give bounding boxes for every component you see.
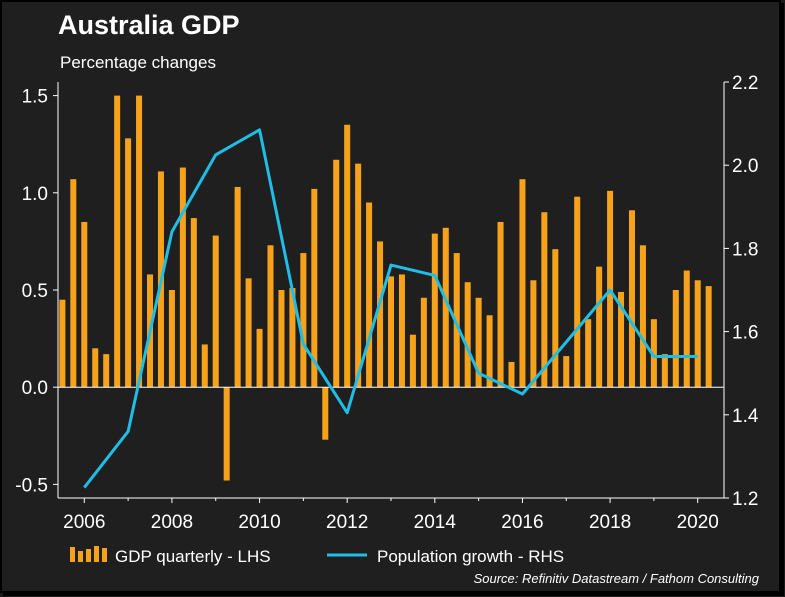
x-tick-label: 2016 [501,512,543,533]
legend-bar-glyph [102,548,107,562]
gdp-bar [530,280,537,388]
chart-subtitle: Percentage changes [60,53,216,72]
gdp-bar [409,334,416,388]
gdp-bar [81,221,88,388]
gdp-bar [618,291,625,388]
source-note: Source: Refinitiv Datastream / Fathom Co… [473,571,759,586]
gdp-bar [344,124,351,388]
left-axis-ticks: -0.5 0.0 0.5 1.0 1.5 [15,87,58,496]
x-tick-label: 2020 [677,512,719,533]
gdp-bar [508,361,515,388]
gdp-bar [661,354,668,388]
gdp-bar [289,288,296,388]
gdp-bar [672,290,679,388]
gdp-bar [475,297,482,388]
gdp-bar [168,290,175,388]
gdp-bar [464,282,471,388]
gdp-bar [596,266,603,388]
gdp-bar [92,348,99,388]
legend-bar-glyph [94,546,99,562]
gdp-bar [201,344,208,388]
gdp-bar [267,245,274,388]
gdp-bar [245,278,252,388]
gdp-bar [300,253,307,388]
gdp-bar [256,328,263,388]
gdp-bar [311,188,318,388]
gdp-bar [179,167,186,388]
left-tick-label: 1.0 [22,184,48,205]
gdp-bar [278,290,285,388]
right-tick-label: 2.0 [732,156,758,177]
gdp-bar [650,319,657,388]
gdp-bar [70,179,77,388]
right-tick-label: 1.8 [732,239,758,260]
gdp-bar [212,235,219,388]
gdp-bar [639,245,646,388]
gdp-bar [552,249,559,388]
gdp-bar [103,354,110,388]
gdp-bar [190,218,197,388]
gdp-bar [683,270,690,388]
chart-title: Australia GDP [58,10,240,40]
gdp-bar [398,274,405,388]
gdp-bar [366,202,373,388]
legend-bar-glyph [70,547,75,562]
gdp-bar [125,138,132,388]
right-tick-label: 2.2 [732,73,758,94]
gdp-bar [431,233,438,388]
left-tick-label: 0.5 [22,281,48,302]
gdp-bar [497,221,504,388]
gdp-bar [694,280,701,388]
x-tick-label: 2018 [589,512,631,533]
left-tick-label: -0.5 [15,475,48,496]
legend-bar-glyph [86,549,91,562]
x-tick-label: 2008 [151,512,193,533]
right-tick-label: 1.2 [732,489,758,510]
legend-gdp-label: GDP quarterly - LHS [115,547,271,566]
gdp-bar [574,196,581,388]
gdp-bar [322,387,329,440]
gdp-bar [541,212,548,388]
legend-bar-glyph [78,551,83,562]
population-line [83,128,698,489]
gdp-bar [442,227,449,388]
gdp-bars [59,95,712,481]
gdp-bar [705,286,712,388]
x-tick-label: 2010 [238,512,280,533]
legend-population-label: Population growth - RHS [377,547,564,566]
right-tick-label: 1.6 [732,323,758,344]
x-tick-label: 2014 [414,512,457,533]
gdp-bar [387,276,395,388]
right-tick-label: 1.4 [732,406,759,427]
x-tick-label: 2012 [326,512,368,533]
gdp-bar [453,253,460,388]
legend: GDP quarterly - LHS Population growth - … [70,546,564,566]
gdp-bar [377,241,384,388]
gdp-bar [114,95,121,388]
right-axis-ticks: 1.2 1.4 1.6 1.8 2.0 2.2 [724,73,759,510]
gdp-bar [563,356,570,388]
gdp-bar [59,299,66,388]
gdp-bar [355,163,362,388]
gdp-bar [486,315,493,388]
gdp-bar [420,297,427,388]
gdp-bar [223,387,230,481]
x-axis-ticks: 2006 2008 2010 2012 2014 2016 2018 2020 [63,498,719,533]
gdp-bar [519,179,526,388]
gdp-bar [136,95,143,388]
gdp-bar [333,159,340,388]
left-tick-label: 1.5 [22,87,48,108]
x-tick-label: 2006 [63,512,105,533]
gdp-bar [585,319,592,388]
gdp-bar [234,186,241,388]
left-tick-label: 0.0 [22,378,48,399]
gdp-bar [628,210,635,388]
legend-bar-icon [70,546,107,562]
